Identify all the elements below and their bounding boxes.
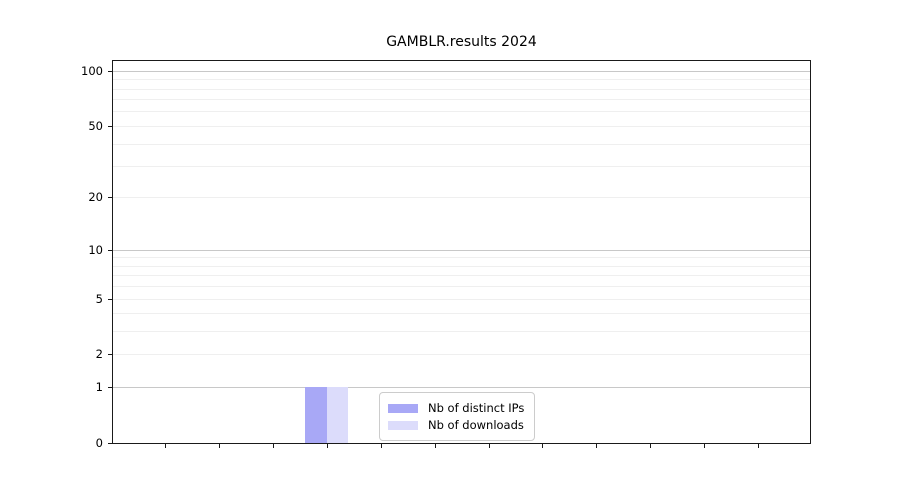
x-tick [542,443,544,448]
x-tick [650,443,652,448]
y-gridline-minor [113,111,810,113]
x-tick [758,443,759,448]
y-tick [108,125,113,127]
y-gridline-minor [113,313,810,315]
y-tick-label: 100 [81,63,103,78]
y-gridline-minor [113,166,810,167]
y-tick-label: 2 [95,347,103,362]
legend-label: Nb of distinct IPs [428,401,525,415]
y-gridline-major [113,387,810,389]
y-gridline-minor [113,143,810,145]
bar [326,387,349,443]
bar [305,387,327,443]
x-tick [488,443,490,448]
x-tick [165,443,166,448]
y-tick [108,298,113,300]
x-tick [218,443,220,448]
y-gridline-minor [113,125,810,127]
y-tick-label: 1 [95,380,103,395]
legend-swatch [388,420,418,430]
y-tick [108,387,113,389]
x-tick [434,443,436,448]
legend-entry: Nb of downloads [388,417,524,433]
y-tick [108,354,113,356]
y-tick-label: 0 [95,436,103,450]
legend-label: Nb of downloads [428,418,524,432]
y-gridline-minor [113,79,810,81]
x-tick [380,443,382,448]
x-tick [272,443,274,448]
y-gridline-minor [113,265,810,267]
y-gridline-minor [113,275,810,277]
y-tick [108,443,113,444]
plot-area: Nb of distinct IPs Nb of downloads 0 1 2 5 10… [81,60,811,450]
y-tick-label: 20 [88,190,103,205]
y-gridline-major [113,70,810,72]
y-gridline-minor [113,257,810,259]
x-tick [704,443,706,448]
y-gridline-minor [113,99,810,101]
legend: Nb of distinct IPs Nb of downloads [379,392,536,441]
chart-title: GAMBLR.results 2024 [386,34,537,50]
y-gridline-minor [113,88,810,90]
y-tick [108,197,113,199]
x-tick [596,443,598,448]
x-tick [326,443,328,448]
y-gridline-minor [113,331,810,333]
y-tick [108,70,113,72]
y-gridline-minor [113,197,810,199]
y-tick [108,249,113,251]
y-gridline-minor [113,298,810,300]
legend-entry: Nb of distinct IPs [388,400,524,416]
legend-swatch [388,403,418,413]
y-tick-label: 5 [95,291,103,306]
y-gridline-minor [113,354,810,356]
y-tick-label: 50 [88,118,103,133]
y-tick-label: 10 [88,242,103,257]
y-gridline-major [113,249,810,251]
y-gridline-minor [113,286,810,288]
